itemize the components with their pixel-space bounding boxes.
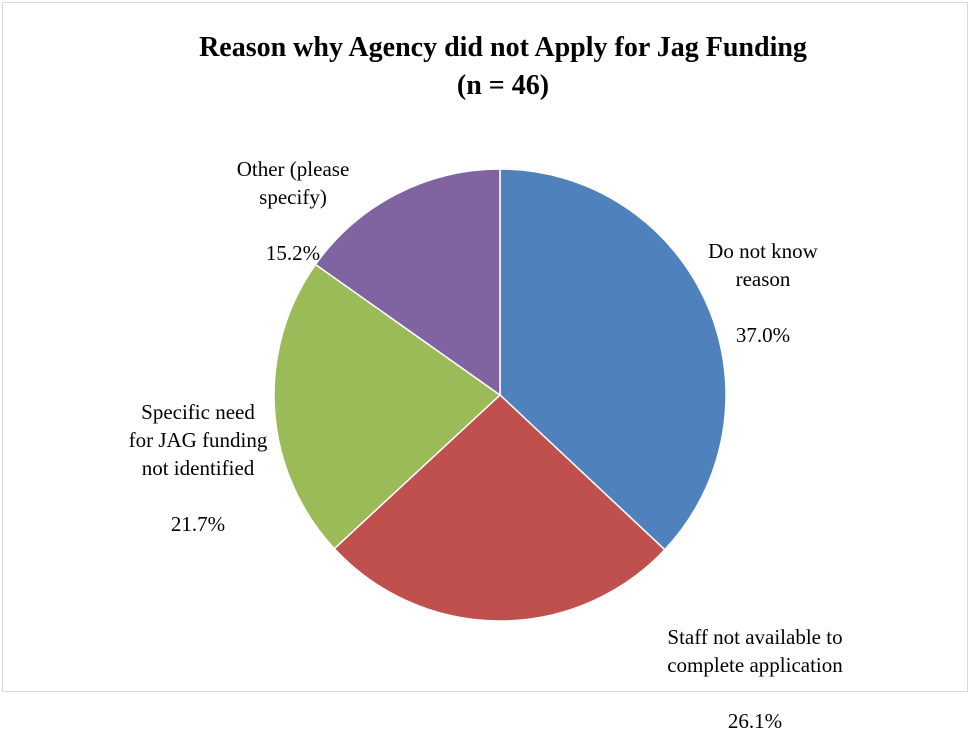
slice-label-text: Other (please specify) [236, 157, 350, 209]
slice-label-staff-not-available: Staff not available to complete applicat… [625, 595, 885, 735]
slice-value-label: 21.7% [170, 512, 226, 536]
pie-slice-2 [273, 263, 502, 550]
chart-title: Reason why Agency did not Apply for Jag … [3, 29, 978, 105]
chart-title-line: Reason why Agency did not Apply for Jag … [199, 32, 807, 63]
slice-value-label: 15.2% [265, 241, 321, 265]
slice-label-do-not-know: Do not know reason 37.0% [663, 209, 863, 349]
slice-value-label: 37.0% [735, 323, 791, 347]
slice-label-text: Staff not available to complete applicat… [667, 625, 843, 677]
pie-slice-0 [499, 168, 727, 551]
slice-label-text: Do not know reason [708, 239, 818, 291]
slice-label-text: Specific need for JAG funding not identi… [128, 400, 268, 480]
pie-slice-1 [333, 393, 666, 622]
slice-value-label: 26.1% [727, 709, 783, 733]
pie-slice-3 [314, 168, 501, 397]
slice-label-specific-need: Specific need for JAG funding not identi… [113, 370, 283, 538]
chart-subtitle: (n = 46) [456, 70, 550, 101]
pie-chart [273, 168, 727, 622]
slice-label-other: Other (please specify) 15.2% [208, 127, 378, 267]
